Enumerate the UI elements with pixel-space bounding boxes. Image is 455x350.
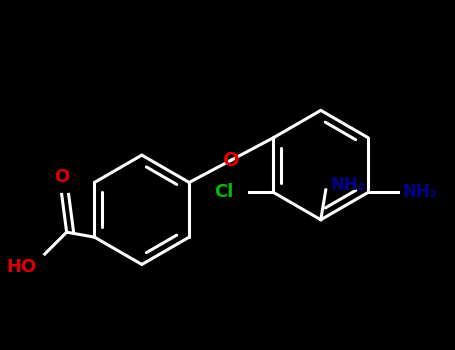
Text: NH₂: NH₂ <box>331 176 366 194</box>
Text: NH₂: NH₂ <box>403 183 438 201</box>
Text: Cl: Cl <box>214 183 234 201</box>
Text: O: O <box>223 150 240 170</box>
Text: O: O <box>54 168 69 187</box>
Text: HO: HO <box>6 258 37 276</box>
